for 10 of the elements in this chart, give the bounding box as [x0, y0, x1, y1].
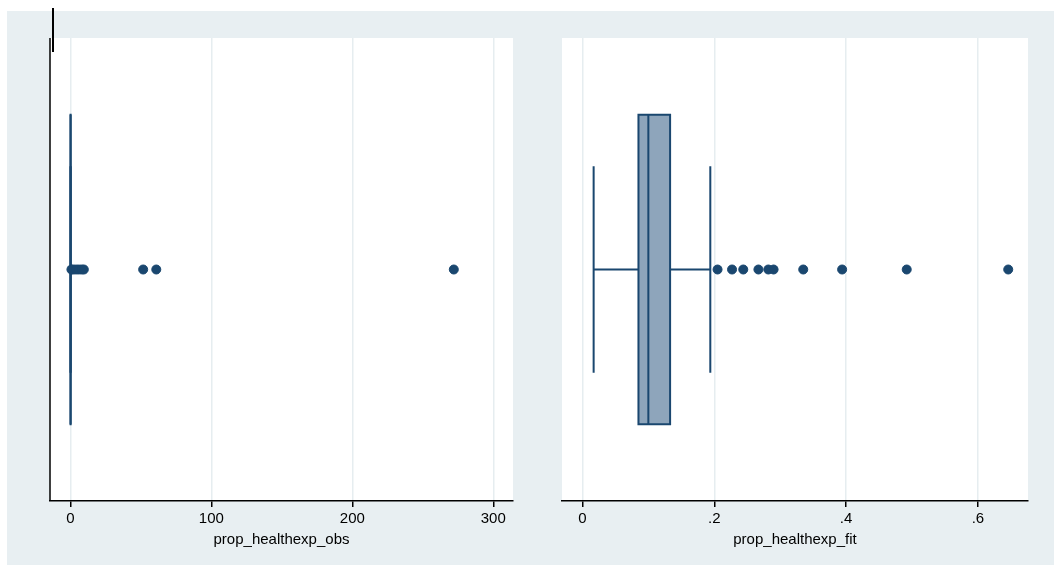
- x-axis-title: prop_healthexp_fit: [733, 530, 858, 548]
- x-tick-label: .6: [971, 509, 985, 527]
- x-tick-label: 100: [198, 509, 224, 527]
- x-tick-label: 0: [578, 509, 587, 527]
- x-axis-title: prop_healthexp_obs: [213, 530, 350, 548]
- x-tick-label: .2: [708, 509, 721, 527]
- x-tick-label: 0: [66, 509, 75, 527]
- x-tick-label: .4: [839, 509, 853, 527]
- x-tick-label: 200: [339, 509, 365, 527]
- x-tick-label: 300: [480, 509, 506, 527]
